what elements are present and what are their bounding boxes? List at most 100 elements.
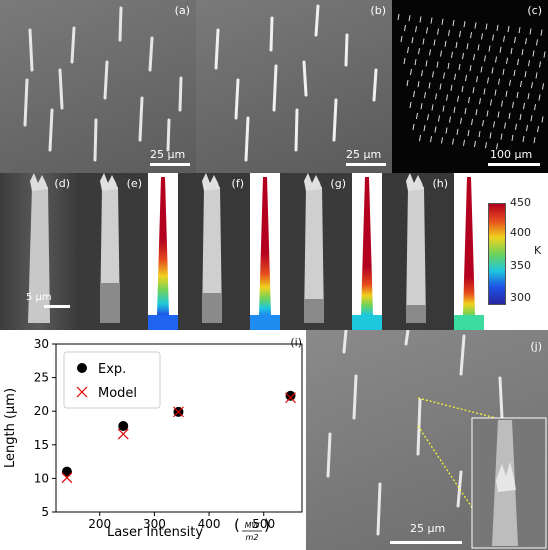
micropillar [478, 131, 481, 138]
panel-j-scale-text: 25 μm [410, 522, 446, 535]
micropillar [414, 59, 417, 66]
micropillar [542, 83, 544, 90]
data-point-exp [118, 420, 129, 431]
micropillar [452, 138, 454, 145]
micropillar [407, 46, 409, 54]
x-axis-label: Laser Intensity [107, 525, 203, 540]
panel-a-pillars [23, 6, 183, 162]
panel-b-label: (b) [370, 4, 386, 17]
micropillar [529, 28, 532, 35]
micropillar [487, 77, 489, 84]
micropillar [520, 80, 522, 88]
micropillar [433, 39, 436, 46]
micropillar [523, 102, 525, 110]
micropillar [510, 47, 513, 55]
micropillar [485, 142, 487, 149]
micropillar [461, 85, 464, 93]
micropillar [471, 118, 473, 126]
micropillar [511, 134, 514, 141]
micropillar [427, 114, 429, 121]
data-point-model [61, 472, 73, 484]
micropillar [503, 35, 505, 42]
y-tick-label: 15 [34, 438, 49, 452]
micropillar [518, 27, 521, 34]
data-point-exp [61, 466, 72, 477]
panel-d-scale-text: 5 μm [26, 292, 52, 303]
micropillar [417, 81, 420, 88]
colorbar-tick: 300 [510, 291, 531, 304]
micropillar [413, 90, 415, 98]
data-point-exp [285, 390, 296, 401]
micropillar [514, 36, 516, 44]
micropillar [465, 74, 467, 82]
x-tick-label: 400 [198, 517, 221, 531]
micropillar [517, 58, 519, 66]
micropillar [504, 122, 506, 129]
micropillar [406, 79, 409, 87]
micropillar [541, 116, 544, 123]
panel-h-sem-image: (h) [382, 173, 454, 330]
x-tick-label: 200 [88, 517, 111, 531]
panel-d-sem-image: (d) 5 μm [0, 173, 76, 330]
micropillar [528, 60, 530, 67]
panel-e-pillar [100, 173, 120, 323]
micropillar [502, 68, 505, 75]
micropillar [453, 106, 456, 113]
micropillar [531, 82, 533, 89]
panel-b-scale-bar [346, 163, 386, 166]
legend-label-exp: Exp. [98, 362, 126, 377]
micropillar [537, 126, 539, 133]
micropillar [463, 21, 466, 28]
micropillar [403, 57, 406, 65]
legend: Exp. Model [63, 351, 161, 409]
micropillar [442, 105, 445, 112]
micropillar [423, 125, 426, 132]
micropillar [455, 41, 458, 49]
micropillar [432, 71, 434, 78]
panel-model-i [454, 173, 484, 330]
micropillar [543, 51, 546, 58]
micropillar [483, 88, 486, 95]
micropillar [535, 72, 538, 79]
micropillar [498, 78, 500, 85]
panel-c-scale-bar [488, 163, 540, 166]
micropillar [436, 61, 439, 68]
y-tick-label: 10 [34, 471, 49, 485]
panel-model-h-temperature-map [352, 177, 382, 330]
x-tick-label: 300 [143, 517, 166, 531]
micropillar [441, 137, 443, 144]
micropillar [458, 63, 461, 71]
micropillar [421, 70, 423, 77]
micropillar [431, 104, 434, 111]
micropillar [505, 90, 508, 97]
micropillar [463, 139, 465, 146]
micropillar [536, 39, 538, 46]
micropillar [469, 65, 472, 72]
micropillar [415, 26, 417, 33]
micropillar [470, 32, 472, 39]
micropillar [493, 121, 495, 128]
micropillar [459, 30, 461, 38]
micropillar [521, 49, 524, 56]
panel-b-pillars [214, 4, 378, 162]
micropillar [418, 48, 420, 55]
micropillar [492, 34, 494, 41]
data-point-model [117, 428, 129, 440]
micropillar [496, 24, 499, 31]
micropillar [512, 101, 514, 108]
micropillar [451, 51, 453, 58]
micropillar [540, 29, 543, 36]
panel-i-chart: 200 300 400 500 5 10 15 20 25 30 Length (μm) Las… [0, 330, 306, 550]
panel-model-i-temperature-map [454, 177, 484, 330]
colorbar-gradient [488, 203, 506, 305]
panel-d-label: (d) [54, 177, 70, 190]
panel-g-label: (g) [330, 177, 346, 190]
micropillar [419, 134, 421, 142]
micropillar [467, 129, 470, 137]
micropillar [494, 89, 497, 96]
micropillar [430, 17, 433, 24]
micropillar [441, 18, 444, 25]
micropillar [411, 37, 414, 44]
micropillar [507, 25, 510, 33]
micropillar [466, 43, 469, 50]
